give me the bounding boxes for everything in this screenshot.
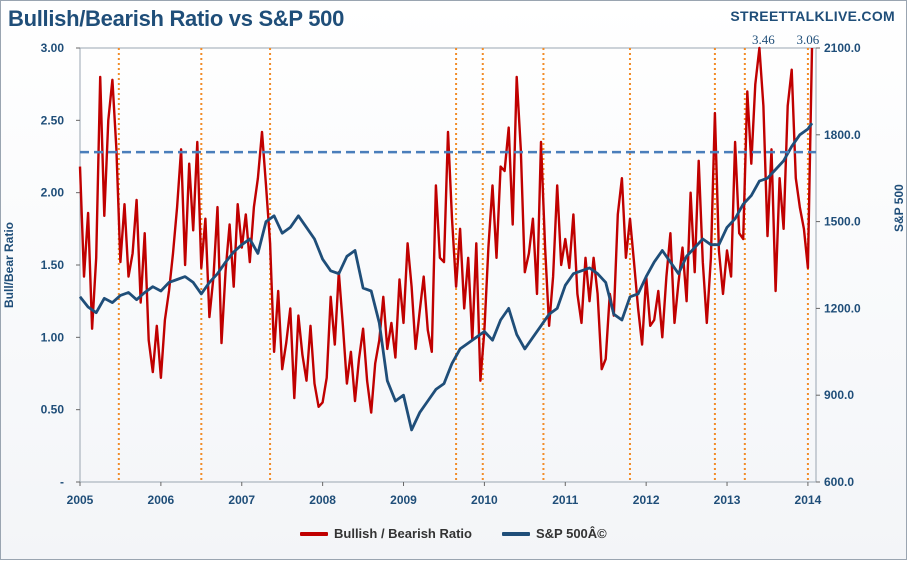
y2-tick-label: 900.0 [824, 388, 854, 402]
legend-item-bull-bear: Bullish / Bearish Ratio [300, 526, 472, 541]
legend-item-sp500: S&P 500Â© [501, 526, 607, 541]
legend: Bullish / Bearish Ratio S&P 500Â© [300, 526, 607, 541]
bull-bear-ratio-line [78, 46, 814, 414]
x-tick-label: 2011 [552, 493, 578, 507]
plot-area [79, 47, 817, 483]
y-tick-label: 1.00 [41, 330, 65, 344]
y2-tick-label: 1200.0 [824, 301, 861, 315]
x-tick-label: 2010 [471, 493, 498, 507]
y-tick-label: 1.50 [41, 258, 65, 272]
y-axis-title: Bull/Bear Ratio [2, 221, 16, 308]
y-tick-label: 2.50 [41, 113, 65, 127]
y-tick-label: 3.00 [41, 41, 65, 55]
y-tick-label: 0.50 [41, 403, 65, 417]
watermark: STREETTALKLIVE.COM [730, 8, 895, 24]
x-tick-label: 2013 [714, 493, 741, 507]
annotation-label: 3.46 [752, 32, 775, 47]
x-tick-label: 2012 [633, 493, 660, 507]
legend-swatch-sp500 [501, 531, 530, 536]
x-tick-label: 2006 [148, 493, 175, 507]
y-tick-label: 2.00 [41, 186, 65, 200]
legend-label-bull-bear: Bullish / Bearish Ratio [334, 526, 472, 541]
x-tick-label: 2009 [390, 493, 417, 507]
x-tick-label: 2014 [795, 493, 822, 507]
legend-label-sp500: S&P 500Â© [535, 526, 607, 541]
sp500-line [78, 122, 814, 432]
y2-tick-label: 1800.0 [824, 128, 861, 142]
x-tick-label: 2007 [228, 493, 255, 507]
x-tick-label: 2005 [67, 493, 94, 507]
y2-tick-label: 1500.0 [824, 215, 861, 229]
x-tick-label: 2008 [309, 493, 336, 507]
y2-tick-label: 2100.0 [824, 41, 861, 55]
y2-axis-title: S&P 500 [892, 184, 906, 232]
annotation-label: 3.06 [797, 32, 820, 47]
legend-swatch-bull-bear [300, 531, 328, 536]
y-tick-label: - [60, 475, 64, 489]
y2-tick-label: 600.0 [824, 475, 854, 489]
chart-title: Bullish/Bearish Ratio vs S&P 500 [8, 6, 345, 31]
